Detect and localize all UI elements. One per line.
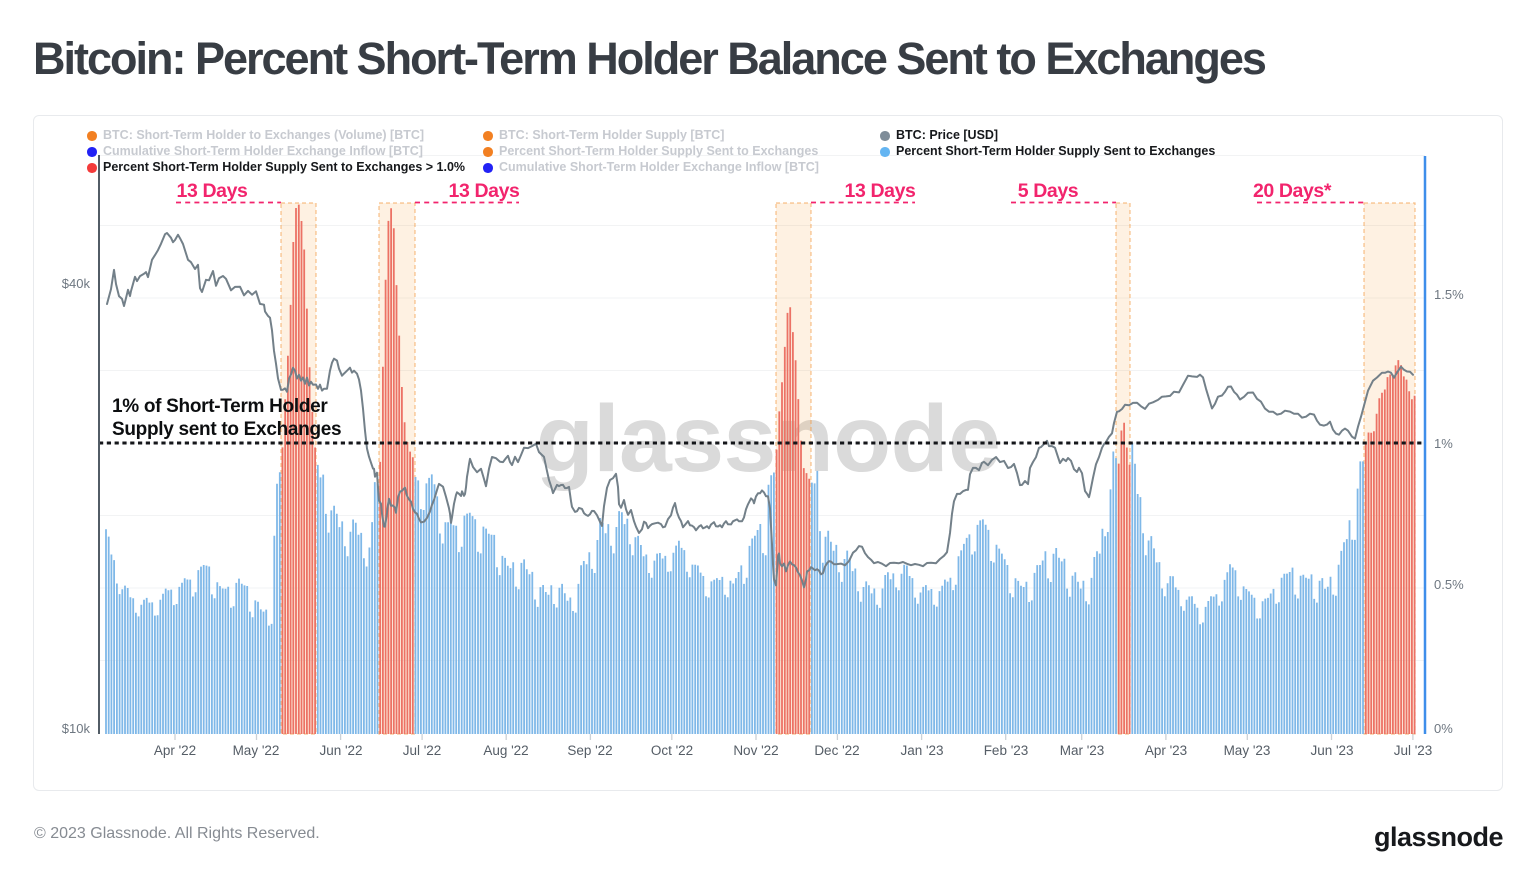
svg-text:glassnode: glassnode bbox=[536, 386, 1000, 492]
